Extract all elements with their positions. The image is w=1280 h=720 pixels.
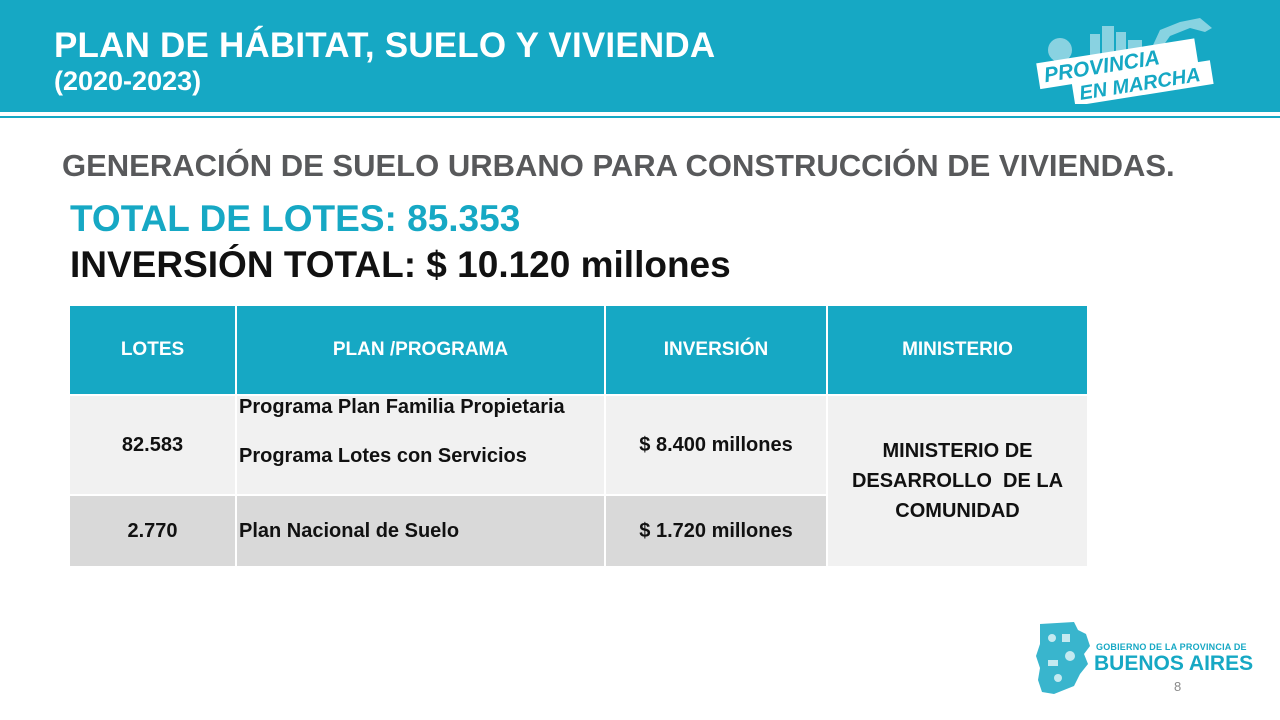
ministerio-line: MINISTERIO DE [882, 440, 1033, 462]
table-cell-programas-row2: Plan Nacional de Suelo [237, 496, 604, 566]
column-header-lotes: LOTES [70, 306, 235, 394]
programa-item: Programa Lotes con Servicios [239, 445, 527, 467]
gobierno-label: GOBIERNO DE LA PROVINCIA DE [1096, 642, 1247, 652]
section-subtitle: GENERACIÓN DE SUELO URBANO PARA CONSTRUC… [62, 148, 1175, 183]
table-cell-inversion-row1: $ 8.400 millones [606, 396, 826, 494]
column-header-plan: PLAN /PROGRAMA [237, 306, 604, 394]
buenos-aires-label: BUENOS AIRES [1094, 652, 1254, 675]
provincia-en-marcha-logo: PROVINCIA EN MARCHA [1036, 18, 1214, 104]
page-number: 8 [1174, 679, 1182, 694]
table-cell-lotes-row2: 2.770 [70, 496, 235, 566]
header-divider [0, 116, 1280, 118]
column-header-inversion: INVERSIÓN [606, 306, 826, 394]
column-header-ministerio: MINISTERIO [828, 306, 1087, 394]
page-years: (2020-2023) [54, 66, 202, 96]
programa-item: Programa Plan Familia Propietaria [239, 396, 565, 418]
province-map-icon [1036, 622, 1090, 694]
table-cell-ministerio: MINISTERIO DE DESARROLLO DE LA COMUNIDAD [828, 396, 1087, 566]
ministerio-line: COMUNIDAD [895, 500, 1020, 522]
page-title: PLAN DE HÁBITAT, SUELO Y VIVIENDA [54, 26, 716, 65]
table-cell-lotes-row1: 82.583 [70, 396, 235, 494]
ministerio-line: DESARROLLO DE LA [851, 470, 1064, 492]
gobierno-buenos-aires-logo: GOBIERNO DE LA PROVINCIA DE BUENOS AIRES [1034, 620, 1254, 696]
summary-table: LOTES PLAN /PROGRAMA INVERSIÓN MINISTERI… [70, 306, 1087, 566]
table-cell-inversion-row2: $ 1.720 millones [606, 496, 826, 566]
total-lotes-heading: TOTAL DE LOTES: 85.353 [70, 198, 521, 239]
table-cell-programas-row1: Programa Plan Familia Propietaria Progra… [237, 396, 604, 494]
inversion-total-heading: INVERSIÓN TOTAL: $ 10.120 millones [70, 244, 731, 285]
header-bar: PLAN DE HÁBITAT, SUELO Y VIVIENDA (2020-… [0, 0, 1280, 112]
